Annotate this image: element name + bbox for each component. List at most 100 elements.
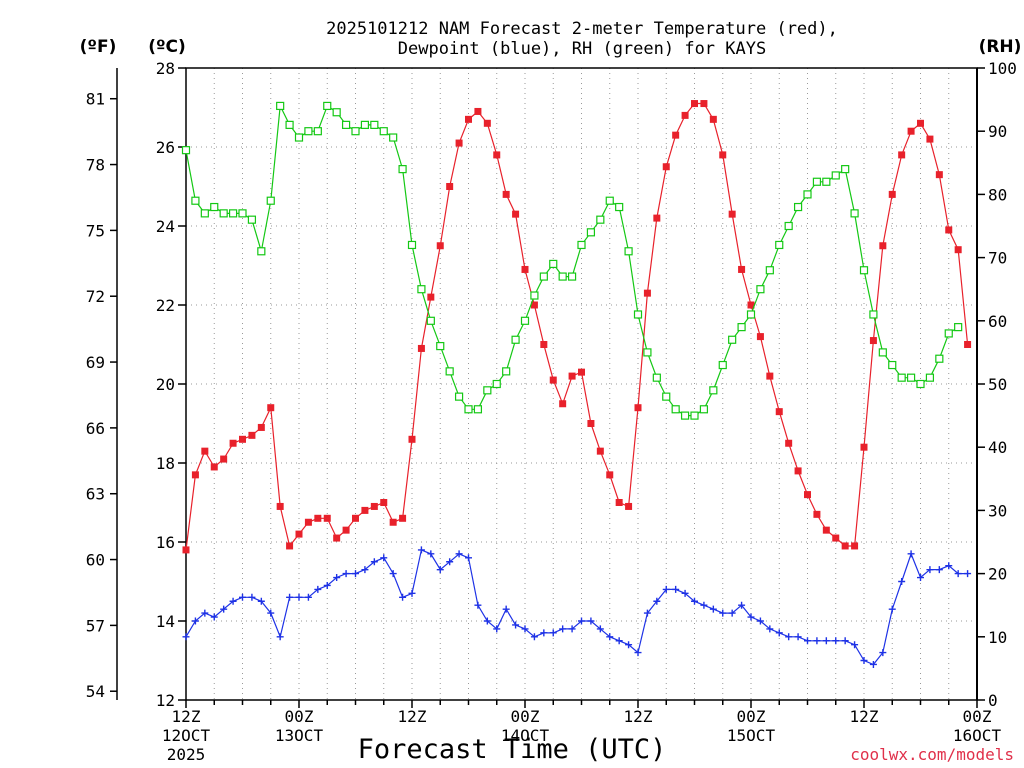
temperature-point — [483, 119, 491, 127]
rh-point — [615, 202, 624, 212]
rh-point — [916, 379, 925, 389]
temperature-point — [926, 135, 934, 143]
dewpoint-point — [709, 605, 717, 613]
rh-point — [935, 354, 944, 363]
tick-label-celsius: 16 — [156, 533, 175, 552]
tick-label-celsius: 22 — [156, 296, 175, 315]
dewpoint-point — [869, 660, 877, 668]
tick-label-rh: 80 — [988, 185, 1007, 204]
rh-point — [473, 405, 483, 414]
dewpoint-point — [606, 633, 614, 641]
tick-label-fahrenheit: 78 — [86, 156, 105, 175]
dewpoint-point — [352, 570, 359, 578]
tick-label-rh: 10 — [988, 628, 1007, 647]
dewpoint-point — [719, 609, 727, 617]
rh-point — [210, 202, 219, 212]
tick-label-x: 12Z — [850, 707, 879, 726]
tick-label-celsius: 14 — [156, 612, 175, 631]
temperature-point — [267, 404, 275, 412]
tick-label-fahrenheit: 69 — [86, 353, 105, 372]
dewpoint-point — [323, 581, 331, 589]
temperature-point — [738, 265, 746, 273]
rh-point — [341, 120, 351, 129]
dewpoint-point — [427, 550, 435, 558]
rh-point — [718, 360, 727, 370]
x-axis-label: Forecast Time (UTC) — [358, 734, 667, 765]
chart-title-line1: 2025101212 NAM Forecast 2-meter Temperat… — [326, 19, 838, 39]
dewpoint-point — [794, 633, 802, 641]
dewpoint-point — [804, 637, 811, 645]
tick-label-x: 12Z — [624, 707, 653, 726]
rh-point — [662, 392, 671, 401]
temperature-point — [399, 514, 407, 522]
dewpoint-point — [766, 625, 774, 633]
series-line-dewpoint — [185, 549, 968, 666]
temperature-point — [248, 431, 256, 439]
temperature-point — [945, 226, 953, 234]
temperature-point — [869, 337, 877, 345]
temperature-point — [549, 376, 557, 384]
temperature-point — [314, 514, 322, 522]
temperature-point — [596, 447, 604, 455]
rh-point — [181, 146, 191, 155]
tick-label-x: 00Z — [511, 707, 540, 726]
temperature-point — [662, 163, 670, 171]
tick-label-rh: 90 — [988, 122, 1007, 141]
dewpoint-point — [530, 633, 538, 641]
dewpoint-point — [728, 609, 736, 617]
dewpoint-point — [502, 605, 510, 613]
dewpoint-point — [596, 625, 604, 633]
dewpoint-point — [559, 625, 567, 633]
dewpoint-point — [681, 589, 689, 597]
temperature-point — [747, 301, 755, 309]
dewpoint-point — [239, 593, 246, 601]
rh-point — [841, 165, 850, 174]
temperature-point — [766, 372, 774, 380]
tick-label-fahrenheit: 63 — [86, 485, 105, 504]
temperature-point — [427, 293, 435, 301]
axis-unit-celsius: (ºC) — [148, 37, 186, 57]
dewpoint-point — [493, 625, 501, 633]
dewpoint-point — [587, 617, 595, 625]
temperature-point — [540, 341, 548, 348]
temperature-point — [822, 526, 830, 534]
rh-point — [765, 266, 774, 275]
rh-point — [699, 405, 709, 414]
tick-label-rh: 100 — [988, 59, 1017, 78]
rh-point — [793, 202, 803, 212]
rh-point — [332, 108, 341, 117]
temperature-point — [559, 400, 567, 408]
temperature-point — [239, 435, 246, 443]
tick-label-rh: 40 — [988, 438, 1007, 457]
temperature-point — [201, 447, 209, 455]
rh-point — [389, 133, 398, 142]
temperature-point — [860, 443, 868, 451]
series-line-relative-humidity — [185, 103, 959, 417]
temperature-point — [333, 534, 341, 542]
dewpoint-point — [945, 562, 953, 570]
temperature-point — [681, 111, 689, 119]
temperature-point — [220, 455, 228, 463]
rh-point — [304, 127, 313, 136]
credit-link[interactable]: coolwx.com/models — [850, 745, 1014, 764]
dewpoint-point — [822, 637, 830, 645]
rh-point — [633, 310, 643, 319]
series-line-temperature — [185, 102, 969, 550]
tick-label-celsius: 18 — [156, 454, 175, 473]
temperature-point — [568, 372, 576, 380]
dewpoint-point — [700, 601, 708, 609]
temperature-point — [691, 100, 698, 108]
dewpoint-point — [653, 597, 661, 605]
dewpoint-point — [756, 617, 764, 625]
temperature-point — [756, 333, 764, 341]
temperature-point — [352, 514, 359, 522]
tick-label-fahrenheit: 72 — [86, 287, 105, 306]
rh-point — [888, 360, 897, 370]
temperature-point — [502, 190, 510, 198]
temperature-point — [672, 131, 680, 139]
rh-point — [784, 221, 793, 231]
dewpoint-point — [568, 625, 576, 633]
dewpoint-point — [276, 633, 284, 641]
dewpoint-point — [389, 570, 397, 578]
rh-point — [323, 101, 332, 111]
